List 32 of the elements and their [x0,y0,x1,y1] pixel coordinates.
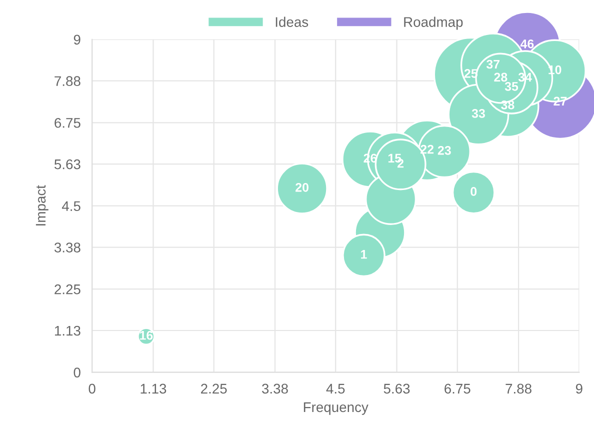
annotation: 20 [296,182,308,192]
x-tick-label: 1.13 [140,384,166,394]
annotation: 16 [140,330,153,340]
annotation: 33 [472,109,485,118]
annotation: 37 [486,60,500,69]
x-tick-label: 6.75 [444,384,470,394]
y-tick-label: 9 [74,34,80,45]
y-axis-title: Impact [36,185,48,226]
x-tick-label: 9 [576,384,582,394]
x-axis-title: Frequency [304,402,368,415]
y-tick-label: 2.25 [54,284,80,294]
annotation: 1 [361,250,367,259]
x-tick-label: 0 [88,384,96,394]
annotation: 28 [494,72,508,82]
y-tick-label: 0 [74,368,80,378]
x-tick-label: 2.25 [201,384,227,394]
legend-label: Roadmap [404,16,463,30]
annotation: 46 [520,39,534,48]
y-tick-label: 3.38 [54,242,80,252]
y-tick-label: 6.75 [54,118,80,128]
annotation: 23 [438,146,451,155]
annotation: 0 [470,187,477,196]
x-tick-label: 5.63 [384,384,410,394]
y-tick-label: 4.5 [62,201,80,212]
y-tick-label: 5.63 [54,159,80,170]
legend-label: Ideas [276,16,308,27]
y-tick-label: 7.88 [54,76,80,86]
x-tick-label: 3.38 [262,384,288,394]
y-tick-label: 1.13 [54,326,80,336]
annotation: 35 [504,82,518,91]
x-tick-label: 7.88 [506,384,532,394]
x-tick-label: 4.5 [326,384,345,394]
